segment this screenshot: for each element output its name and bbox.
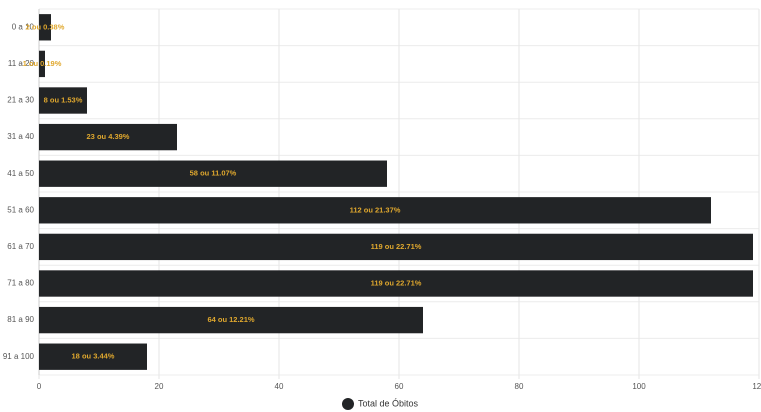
y-tick-label: 61 a 70 bbox=[7, 242, 34, 251]
bar bbox=[39, 233, 753, 261]
value-label: 18 ou 3.44% bbox=[72, 352, 115, 361]
legend-label: Total de Óbitos bbox=[358, 398, 419, 408]
value-label: 58 ou 11.07% bbox=[190, 169, 237, 178]
x-tick-label: 80 bbox=[515, 382, 524, 391]
y-tick-label: 21 a 30 bbox=[7, 96, 34, 105]
value-label: 112 ou 21.37% bbox=[350, 205, 401, 214]
x-tick-label: 20 bbox=[155, 382, 164, 391]
y-tick-label: 81 a 90 bbox=[7, 315, 34, 324]
bar bbox=[39, 306, 423, 334]
value-label: 64 ou 12.21% bbox=[207, 315, 254, 324]
bar bbox=[39, 87, 87, 114]
bar bbox=[39, 50, 45, 78]
legend-marker bbox=[342, 398, 354, 410]
bar bbox=[39, 160, 387, 187]
y-tick-label: 51 a 60 bbox=[7, 205, 34, 214]
x-tick-label: 100 bbox=[632, 382, 646, 391]
bar bbox=[39, 197, 711, 224]
y-tick-label: 11 a 20 bbox=[8, 59, 35, 68]
bar bbox=[39, 270, 753, 297]
y-tick-label: 71 a 80 bbox=[7, 279, 34, 288]
value-label: 119 ou 22.71% bbox=[371, 242, 422, 251]
bar bbox=[39, 343, 147, 370]
y-tick-label: 0 a 10 bbox=[12, 22, 35, 31]
x-tick-label: 60 bbox=[395, 382, 404, 391]
value-label: 1 ou 0.19% bbox=[23, 59, 62, 68]
x-tick-label: 40 bbox=[275, 382, 284, 391]
y-tick-label: 41 a 50 bbox=[7, 169, 34, 178]
x-tick-label: 120 bbox=[752, 382, 761, 391]
value-label: 119 ou 22.71% bbox=[371, 278, 422, 287]
value-label: 8 ou 1.53% bbox=[44, 95, 83, 104]
value-label: 2 ou 0.38% bbox=[26, 22, 65, 31]
value-label: 23 ou 4.39% bbox=[87, 132, 130, 141]
bar bbox=[39, 14, 51, 41]
x-tick-label: 0 bbox=[37, 382, 42, 391]
y-tick-label: 31 a 40 bbox=[7, 132, 34, 141]
y-tick-label: 91 a 100 bbox=[3, 352, 35, 361]
bar bbox=[39, 123, 177, 151]
